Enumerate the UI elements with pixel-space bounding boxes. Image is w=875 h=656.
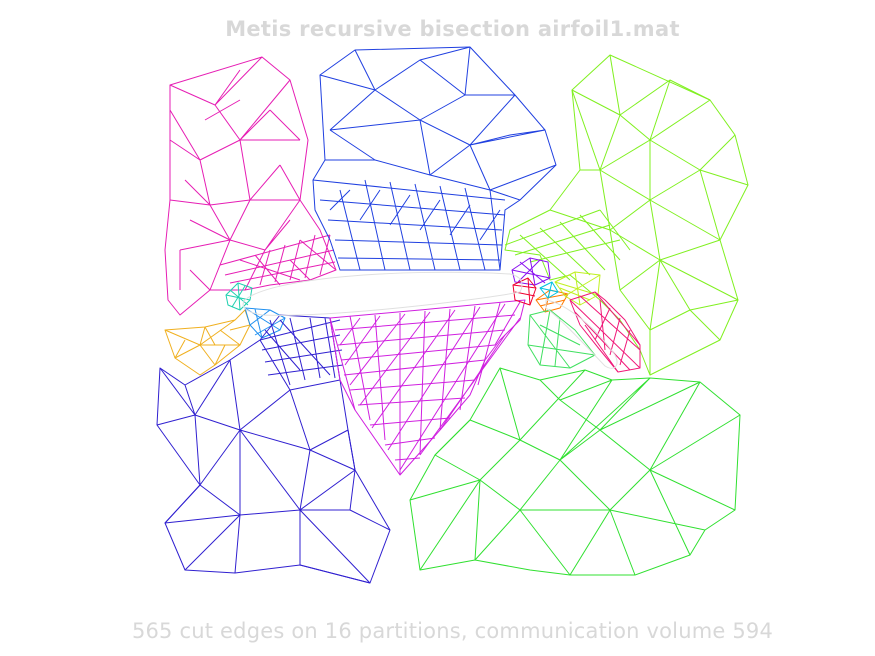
partition-flap-crimson (569, 291, 641, 373)
partition-flap-green-lower (527, 309, 596, 369)
airfoil-outline (242, 271, 618, 369)
partition-upper-left (164, 56, 337, 316)
partition-lower-right (409, 367, 741, 576)
partition-left-lightblue (244, 307, 286, 339)
figure-title: Metis recursive bisection airfoil1.mat (225, 17, 680, 41)
partition-left-orange (164, 309, 251, 376)
partition-violet-small (511, 257, 551, 286)
figure-caption: 565 cut edges on 16 partitions, communic… (131, 619, 774, 643)
partition-upper-middle (312, 46, 557, 271)
partition-lower-left (156, 314, 391, 584)
partition-cyan-small (539, 281, 559, 299)
partition-upper-right (504, 54, 749, 376)
partition-lower-middle (329, 299, 526, 476)
partition-leading-edge-top (225, 282, 253, 311)
